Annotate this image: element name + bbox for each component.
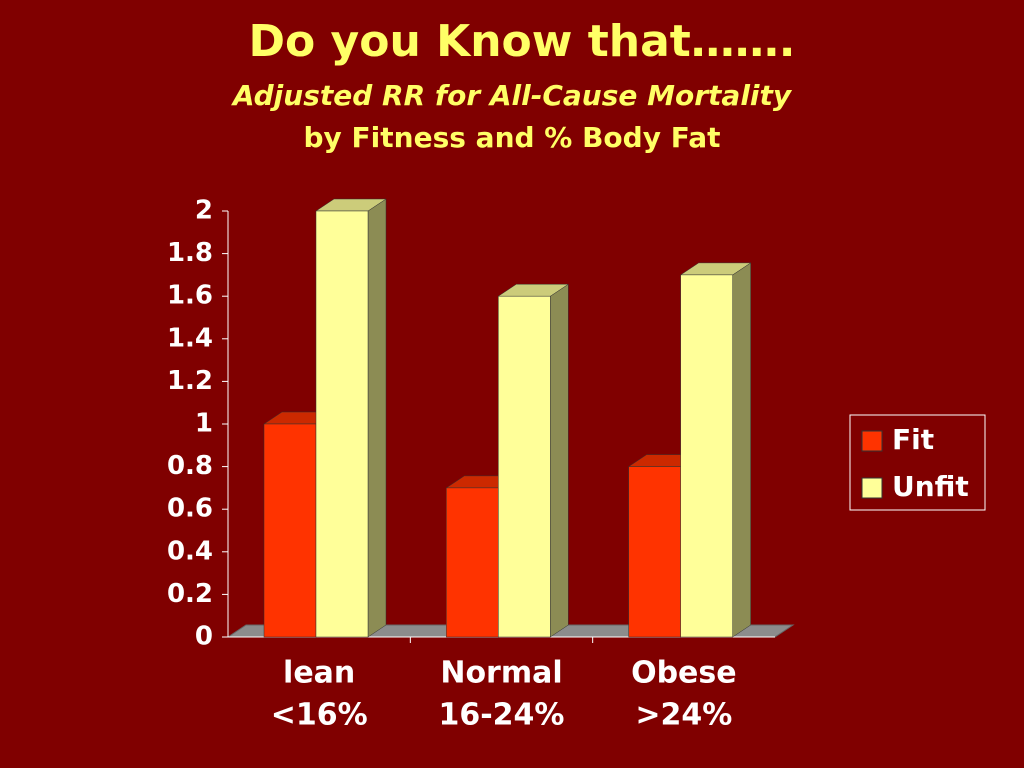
x-tick-label: >24% bbox=[635, 698, 732, 733]
y-tick-label: 2 bbox=[195, 196, 213, 226]
y-tick-label: 1.2 bbox=[167, 366, 213, 396]
legend-swatch bbox=[861, 430, 883, 452]
bar bbox=[628, 466, 681, 638]
bar bbox=[680, 274, 733, 638]
y-tick-label: 0.4 bbox=[167, 536, 213, 566]
bar bbox=[315, 210, 369, 638]
legend-label: Fit bbox=[892, 423, 934, 456]
bar-side bbox=[550, 283, 569, 638]
y-tick-label: 0.2 bbox=[167, 579, 213, 609]
bar bbox=[263, 423, 317, 638]
x-tick-label: <16% bbox=[271, 698, 368, 733]
y-tick-label: 0.8 bbox=[167, 451, 213, 481]
y-tick-label: 1.6 bbox=[167, 281, 213, 311]
y-tick-label: 0 bbox=[195, 622, 213, 652]
chart-title: Do you Know that……. bbox=[248, 16, 795, 67]
bar-side bbox=[732, 262, 751, 638]
legend-label: Unfit bbox=[892, 470, 969, 503]
x-tick-label: Obese bbox=[631, 656, 737, 691]
chart-subtitle: by Fitness and % Body Fat bbox=[304, 121, 721, 154]
y-tick-label: 1.8 bbox=[167, 238, 213, 268]
bar-side bbox=[367, 198, 387, 638]
bar bbox=[446, 487, 499, 638]
y-tick-label: 0.6 bbox=[167, 494, 213, 524]
y-tick-label: 1.4 bbox=[167, 323, 213, 353]
y-tick-label: 1 bbox=[195, 409, 213, 439]
legend-box bbox=[849, 414, 986, 511]
x-tick-label: 16-24% bbox=[438, 698, 564, 733]
x-tick-label: Normal bbox=[440, 656, 562, 691]
chart-subtitle: Adjusted RR for All-Cause Mortality bbox=[231, 79, 793, 112]
bar bbox=[498, 295, 551, 638]
legend-swatch bbox=[861, 477, 883, 499]
x-tick-label: lean bbox=[283, 656, 355, 691]
